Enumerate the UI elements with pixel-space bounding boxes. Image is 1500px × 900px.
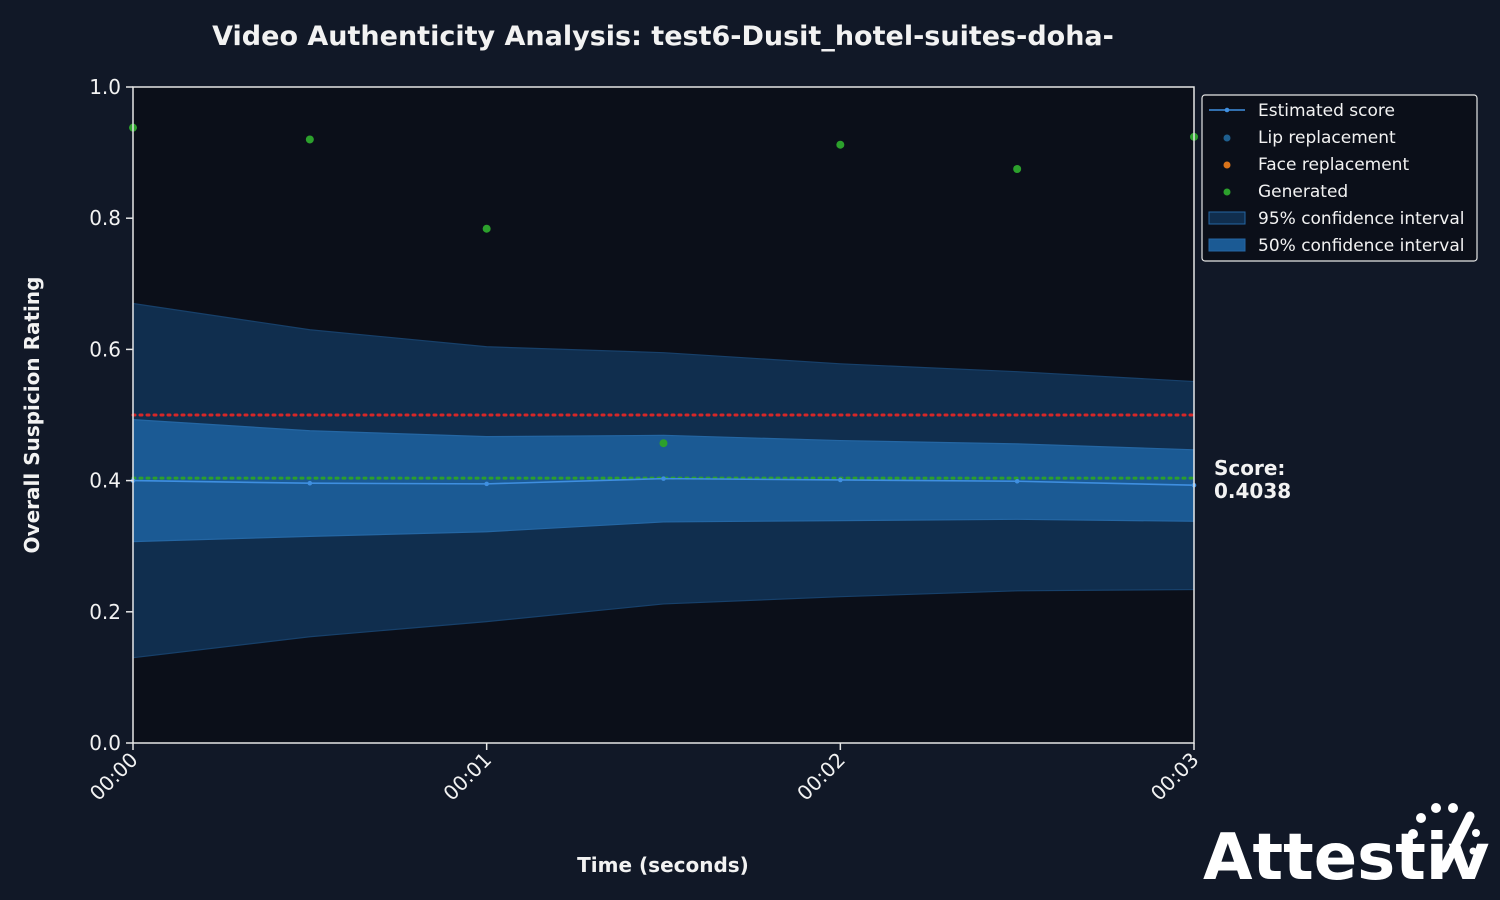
legend-swatch-marker	[1224, 107, 1230, 113]
logo-check-mark-icon	[1408, 803, 1480, 873]
y-tick-label: 0.4	[89, 469, 121, 493]
estimated-score-point	[307, 480, 313, 486]
y-tick-label: 0.2	[89, 600, 121, 624]
y-tick-label: 0.0	[89, 731, 121, 755]
attestiv-logo: Attestiv	[1203, 803, 1489, 895]
y-tick-label: 0.6	[89, 337, 121, 361]
score-annotation-value: 0.4038	[1214, 479, 1291, 503]
estimated-score-point	[1014, 478, 1020, 484]
legend-swatch-dot	[1223, 134, 1231, 142]
generated-point	[1013, 165, 1022, 173]
legend-box	[1201, 94, 1478, 262]
generated-point	[482, 224, 491, 233]
legend-swatch-patch	[1208, 211, 1246, 225]
estimated-score-layer	[130, 476, 1197, 488]
x-tick-label: 00:02	[792, 748, 850, 806]
y-tick-label: 0.8	[89, 206, 121, 230]
estimated-score-point	[661, 476, 666, 481]
legend-swatch-dot	[1223, 161, 1231, 169]
legend-entry-label: Generated	[1258, 182, 1348, 202]
legend-entry-label: Lip replacement	[1258, 128, 1396, 148]
legend-swatch-patch	[1208, 238, 1246, 252]
y-axis-label: Overall Suspicion Rating	[20, 277, 44, 554]
y-axis: 0.0 0.2 0.4 0.6 0.8 1.0	[89, 75, 133, 755]
x-tick-label: 00:03	[1146, 748, 1204, 806]
chart-title: Video Authenticity Analysis: test6-Dusit…	[212, 21, 1114, 52]
legend-entry-label: Face replacement	[1258, 155, 1409, 175]
legend-entry-label: 50% confidence interval	[1258, 236, 1464, 256]
x-tick-label: 00:00	[85, 748, 143, 806]
legend: Estimated score Lip replacement Face repla…	[1201, 94, 1478, 262]
generated-point	[836, 140, 845, 149]
plot-frame	[132, 86, 1195, 744]
score-annotation-label: Score:	[1214, 456, 1285, 480]
generated-point	[659, 439, 668, 448]
estimated-score-point	[838, 477, 843, 483]
x-axis-label: Time (seconds)	[577, 853, 749, 877]
legend-swatch-dot	[1223, 188, 1231, 196]
x-tick-label: 00:01	[438, 748, 496, 806]
estimated-score-point	[484, 481, 489, 487]
logo-text: Attestiv	[1203, 821, 1489, 895]
generated-point	[305, 135, 314, 144]
y-tick-label: 1.0	[89, 75, 121, 99]
legend-entry-label: Estimated score	[1258, 101, 1395, 121]
legend-entry-label: 95% confidence interval	[1258, 209, 1464, 229]
x-axis: 00:00 00:01 00:02 00:03	[85, 743, 1204, 805]
